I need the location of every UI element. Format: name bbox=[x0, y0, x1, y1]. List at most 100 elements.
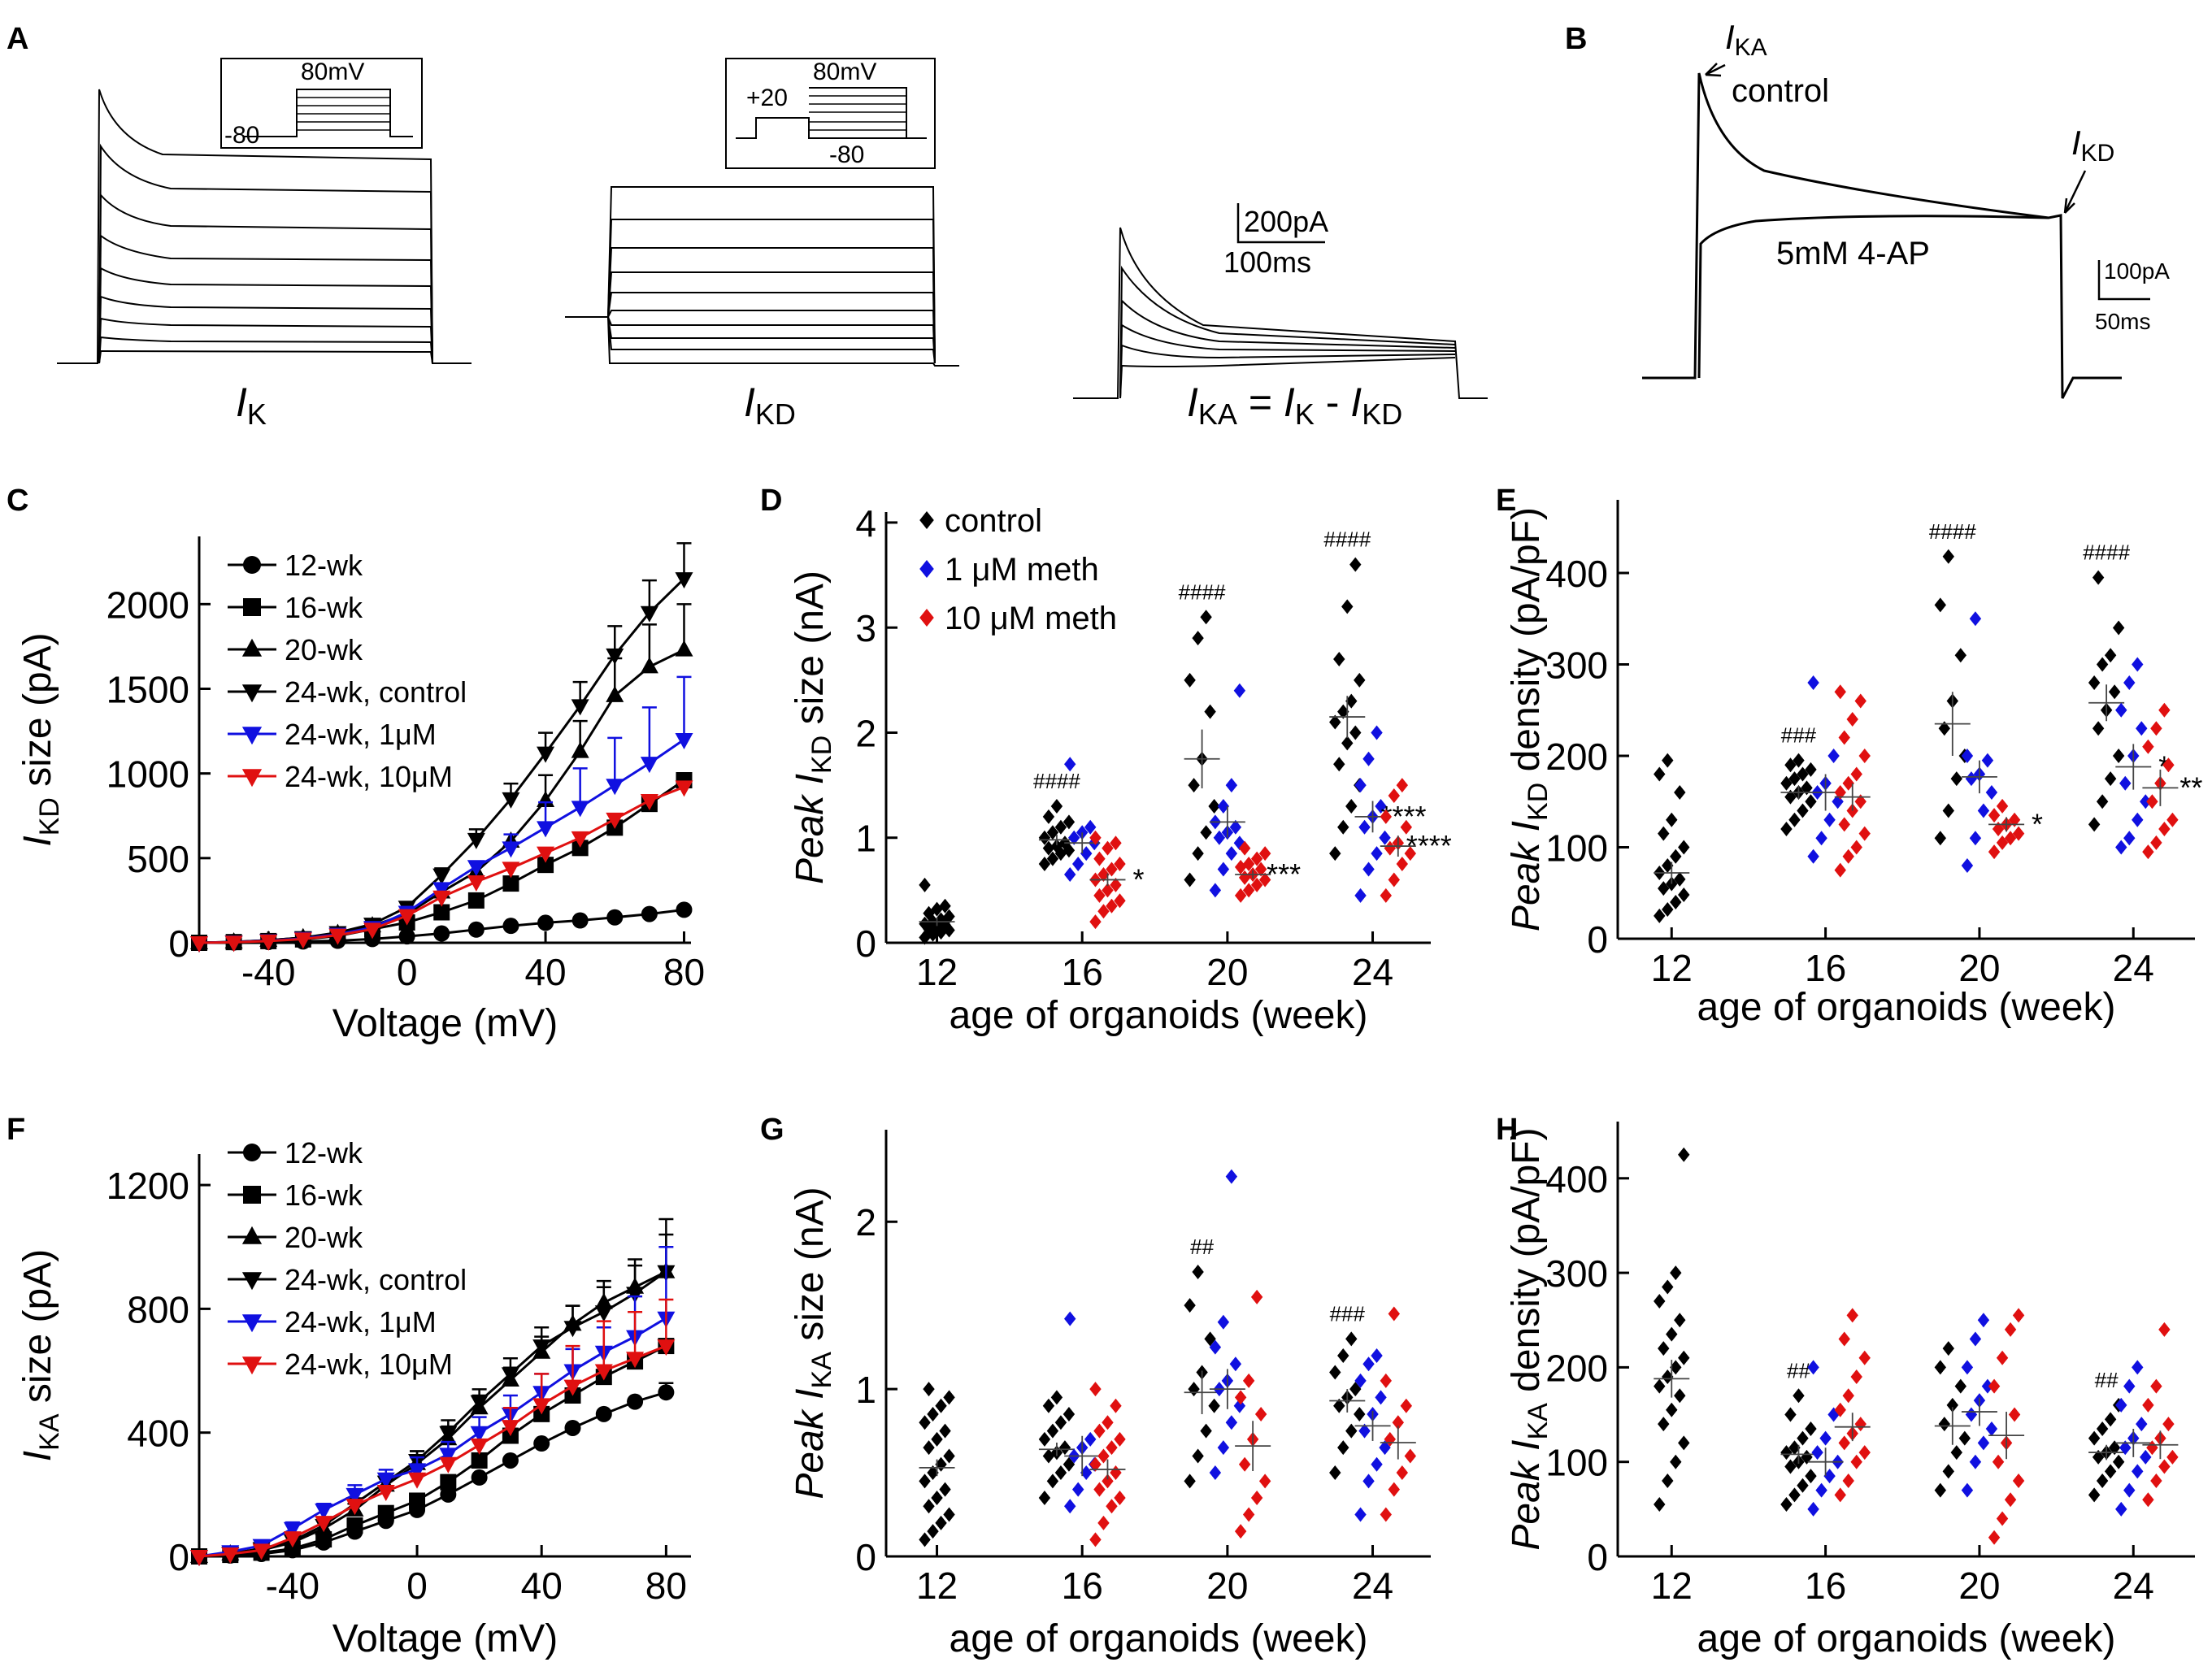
data-point bbox=[2115, 702, 2127, 718]
data-point bbox=[1333, 1398, 1345, 1413]
data-point bbox=[1854, 794, 1867, 809]
data-point bbox=[2115, 1501, 2127, 1517]
data-point bbox=[1805, 1469, 1817, 1484]
data-point bbox=[1793, 753, 1805, 768]
legend-label: control bbox=[945, 503, 1042, 539]
y-axis-title: Peak IKD size (nA) bbox=[789, 571, 837, 884]
data-point bbox=[408, 1463, 427, 1480]
data-point bbox=[2123, 1482, 2136, 1498]
data-point bbox=[1250, 1289, 1263, 1304]
panel-b bbox=[1642, 63, 2150, 399]
ika-traces bbox=[1073, 227, 1488, 399]
data-point bbox=[2123, 1378, 2136, 1394]
y-title-main: I bbox=[16, 836, 59, 846]
data-point bbox=[1242, 1507, 1255, 1522]
y-tick-label: 0 bbox=[855, 1536, 876, 1578]
data-point bbox=[1388, 788, 1400, 804]
data-point bbox=[1242, 883, 1255, 898]
data-point bbox=[532, 1339, 551, 1356]
data-point bbox=[640, 657, 658, 674]
data-point bbox=[1063, 814, 1076, 830]
data-point bbox=[2104, 1412, 2117, 1427]
data-point bbox=[2112, 749, 2125, 763]
data-point bbox=[1961, 858, 1974, 873]
data-point bbox=[1225, 778, 1238, 793]
data-point bbox=[626, 1287, 645, 1304]
data-point bbox=[1396, 857, 1408, 872]
data-point bbox=[439, 1456, 458, 1474]
panel-a-scale-bar bbox=[1236, 203, 1325, 244]
data-point bbox=[1258, 846, 1271, 862]
group-week-12-control bbox=[919, 1382, 955, 1547]
data-point bbox=[1678, 888, 1690, 902]
x-axis-title: age of organoids (week) bbox=[950, 994, 1368, 1037]
group-week-24-1-m-meth bbox=[2115, 1360, 2152, 1517]
y-title-sub: KA bbox=[1523, 1403, 1554, 1440]
legend-marker bbox=[241, 1272, 263, 1291]
data-point bbox=[1662, 1369, 1674, 1385]
y-tick-label: 200 bbox=[1545, 1347, 1608, 1389]
data-point bbox=[1950, 771, 1962, 787]
data-point bbox=[190, 1550, 208, 1566]
data-point bbox=[1942, 803, 1954, 818]
panel-b-scale-y: 100pA bbox=[2104, 258, 2170, 284]
y-title-main: Peak I bbox=[789, 774, 832, 884]
data-point bbox=[471, 1469, 488, 1486]
data-point bbox=[1054, 819, 1067, 835]
data-point bbox=[1854, 693, 1867, 709]
x-tick-label: 40 bbox=[524, 951, 566, 993]
data-point bbox=[537, 746, 555, 763]
data-point bbox=[502, 862, 520, 879]
data-point bbox=[2136, 1417, 2148, 1432]
data-point bbox=[1337, 1440, 1349, 1456]
data-point bbox=[606, 648, 624, 665]
data-point bbox=[2104, 1464, 2117, 1479]
data-point bbox=[467, 875, 485, 892]
data-point bbox=[1250, 1490, 1263, 1505]
data-point bbox=[1217, 862, 1230, 877]
data-point bbox=[2115, 840, 2127, 855]
data-point bbox=[1938, 721, 1950, 736]
legend-marker bbox=[919, 511, 934, 529]
x-tick-label: 12 bbox=[1651, 947, 1693, 989]
data-point bbox=[1850, 1369, 1862, 1385]
x-axis-title: Voltage (mV) bbox=[332, 1002, 558, 1045]
data-point bbox=[919, 1474, 931, 1489]
data-point bbox=[1850, 840, 1862, 855]
data-point bbox=[1670, 1454, 1682, 1469]
group-week-16-10-m-meth bbox=[1089, 1382, 1126, 1547]
data-point bbox=[1797, 1430, 1809, 1446]
data-point bbox=[376, 1472, 395, 1489]
significance-annotation: ### bbox=[1781, 723, 1817, 748]
data-point bbox=[1797, 766, 1809, 782]
data-point bbox=[1670, 895, 1682, 909]
data-point bbox=[1784, 789, 1797, 805]
group-week-20-10-m-meth: * bbox=[1988, 798, 2043, 860]
data-point bbox=[1371, 1456, 1383, 1472]
data-point bbox=[2108, 684, 2121, 700]
data-point bbox=[641, 905, 658, 922]
data-point bbox=[1337, 1348, 1349, 1363]
data-point bbox=[501, 1420, 519, 1437]
data-point bbox=[2142, 739, 2154, 754]
y-axis-title: Peak IKA size (nA) bbox=[789, 1187, 837, 1499]
data-point bbox=[1801, 780, 1813, 796]
data-point bbox=[1093, 851, 1106, 866]
panel-letter-e: E bbox=[1496, 484, 1516, 518]
data-point bbox=[2088, 817, 2101, 832]
data-point bbox=[1658, 1417, 1670, 1432]
y-tick-label: 300 bbox=[1545, 1252, 1608, 1295]
data-point bbox=[1842, 775, 1854, 791]
data-point bbox=[502, 918, 519, 935]
data-point bbox=[1992, 822, 2005, 836]
group-week-24-control: #### bbox=[1323, 527, 1371, 862]
data-point bbox=[1807, 1360, 1819, 1375]
y-axis-title: Peak IKD density (pA/pF) bbox=[1505, 507, 1554, 931]
y-tick-label: 1 bbox=[855, 818, 876, 860]
data-point bbox=[675, 780, 693, 797]
data-point bbox=[1238, 840, 1251, 856]
data-point bbox=[1815, 831, 1827, 846]
data-point bbox=[1114, 1490, 1126, 1505]
data-point bbox=[563, 1379, 582, 1396]
data-point bbox=[1807, 675, 1819, 690]
